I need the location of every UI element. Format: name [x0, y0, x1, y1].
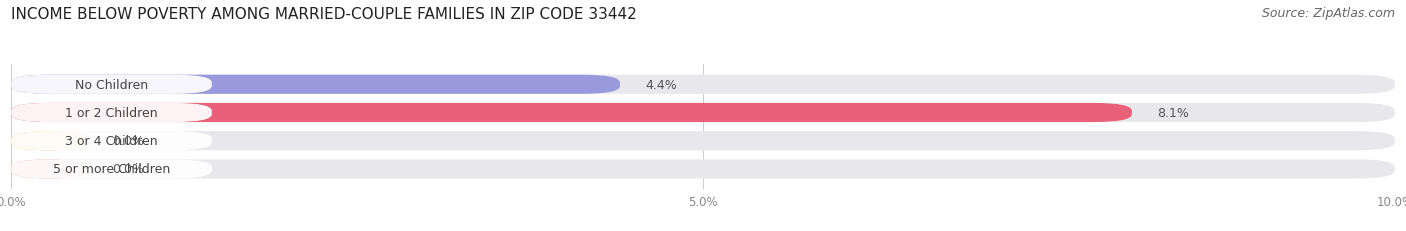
FancyBboxPatch shape [11, 103, 1132, 123]
FancyBboxPatch shape [11, 160, 87, 179]
Text: 1 or 2 Children: 1 or 2 Children [65, 106, 157, 119]
Text: INCOME BELOW POVERTY AMONG MARRIED-COUPLE FAMILIES IN ZIP CODE 33442: INCOME BELOW POVERTY AMONG MARRIED-COUPL… [11, 7, 637, 22]
FancyBboxPatch shape [11, 103, 212, 123]
FancyBboxPatch shape [11, 75, 1395, 94]
Text: No Children: No Children [75, 79, 148, 91]
Text: 8.1%: 8.1% [1157, 106, 1188, 119]
FancyBboxPatch shape [11, 160, 212, 179]
FancyBboxPatch shape [11, 131, 87, 151]
FancyBboxPatch shape [11, 160, 1395, 179]
FancyBboxPatch shape [11, 103, 1395, 123]
Text: 3 or 4 Children: 3 or 4 Children [65, 135, 157, 148]
Text: 0.0%: 0.0% [112, 163, 145, 176]
FancyBboxPatch shape [11, 75, 620, 94]
FancyBboxPatch shape [11, 75, 212, 94]
Text: Source: ZipAtlas.com: Source: ZipAtlas.com [1261, 7, 1395, 20]
Text: 4.4%: 4.4% [645, 79, 676, 91]
Text: 0.0%: 0.0% [112, 135, 145, 148]
FancyBboxPatch shape [11, 131, 212, 151]
FancyBboxPatch shape [11, 131, 1395, 151]
Text: 5 or more Children: 5 or more Children [53, 163, 170, 176]
